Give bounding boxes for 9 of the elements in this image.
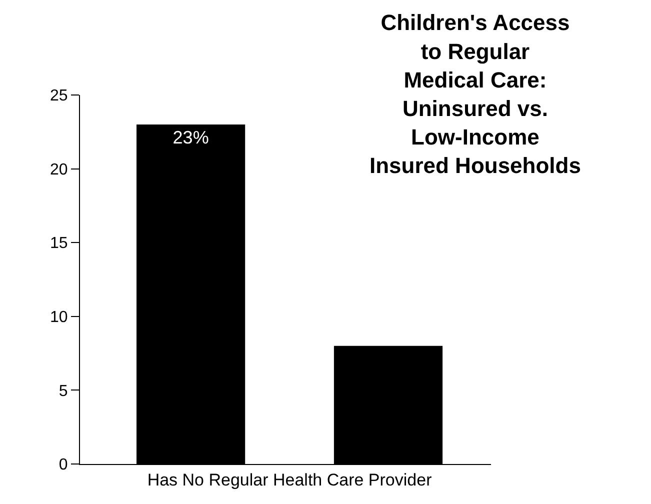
y-tick-label: 10 xyxy=(50,309,68,326)
chart-title: Children's Access to Regular Medical Care: Uninsured vs. Low-Income Insured Households xyxy=(369,10,581,178)
y-tick-label: 20 xyxy=(50,161,68,178)
y-tick-label: 0 xyxy=(58,456,68,474)
x-tick-label: Has No Regular Health Care Provider xyxy=(147,470,432,490)
data-label: 23% xyxy=(172,128,209,148)
y-tick-label: 5 xyxy=(58,382,68,400)
y-tick-label: 15 xyxy=(50,235,68,252)
y-tick-label: 25 xyxy=(50,88,68,105)
